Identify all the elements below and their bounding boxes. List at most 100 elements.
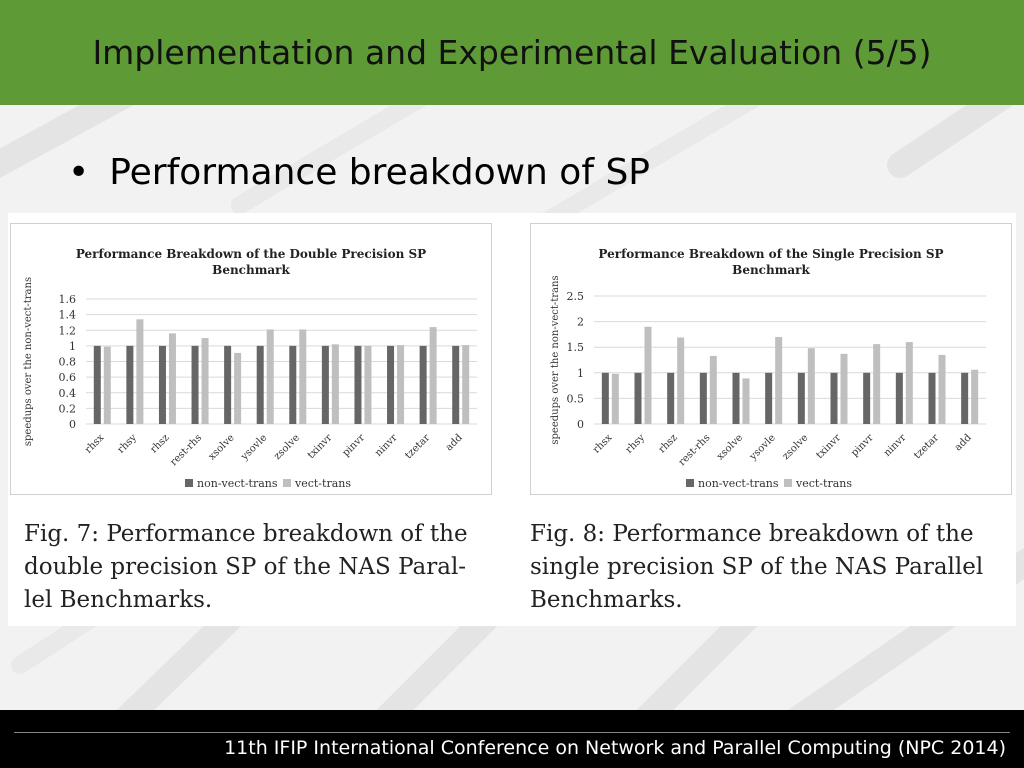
bar-non-vect-trans — [634, 372, 642, 424]
chart-single-precision-svg: Performance Breakdown of the Single Prec… — [550, 247, 986, 490]
caption-line: Fig. 8: Performance breakdown of the — [530, 521, 974, 547]
x-tick-label: rhsz — [149, 432, 172, 455]
bar-non-vect-trans — [699, 372, 707, 424]
bar-vect-trans — [709, 355, 717, 424]
x-tick-label: tzetar — [403, 432, 432, 461]
x-tick-label: rhsx — [591, 432, 615, 456]
x-tick-label: ninvr — [373, 432, 400, 459]
bar-non-vect-trans — [158, 345, 166, 424]
bar-vect-trans — [201, 338, 209, 424]
bar-vect-trans — [971, 369, 979, 424]
bar-vect-trans — [266, 329, 274, 424]
bar-vect-trans — [397, 345, 405, 424]
y-tick-label: 1.2 — [59, 324, 77, 337]
footer-divider — [14, 732, 1010, 733]
bar-non-vect-trans — [863, 372, 871, 424]
chart-double-precision: Performance Breakdown of the Double Prec… — [10, 223, 492, 495]
y-tick-label: 0 — [69, 418, 76, 431]
bar-non-vect-trans — [895, 372, 903, 424]
y-tick-label: 0.4 — [59, 387, 77, 400]
y-tick-label: 0.2 — [59, 402, 77, 415]
bar-non-vect-trans — [191, 345, 199, 424]
y-axis-label: speedups over the non-vect-trans — [23, 277, 34, 446]
y-tick-label: 1 — [577, 367, 584, 380]
bar-non-vect-trans — [321, 345, 329, 424]
caption-line: double precision SP of the NAS Paral- — [24, 554, 467, 580]
bar-vect-trans — [168, 333, 176, 424]
chart-title: Performance Breakdown of the Double Prec… — [76, 247, 426, 261]
bar-vect-trans — [462, 345, 470, 424]
caption-fig8: Fig. 8: Performance breakdown of the sin… — [530, 518, 998, 617]
bar-vect-trans — [742, 378, 750, 424]
x-tick-label: zsolve — [272, 432, 302, 462]
bar-non-vect-trans — [289, 345, 297, 424]
chart-title: Performance Breakdown of the Single Prec… — [598, 247, 943, 261]
bar-vect-trans — [429, 327, 437, 424]
caption-line: lel Benchmarks. — [24, 587, 213, 613]
bar-non-vect-trans — [830, 372, 838, 424]
x-tick-label: rhsy — [116, 432, 140, 456]
footer-text: 11th IFIP International Conference on Ne… — [224, 737, 1006, 759]
chart-single-precision: Performance Breakdown of the Single Prec… — [530, 223, 1012, 495]
x-tick-label: rest-rhs — [677, 432, 713, 468]
y-tick-label: 1 — [69, 340, 76, 353]
x-tick-label: rhsz — [657, 432, 680, 455]
legend-label: vect-trans — [294, 477, 351, 490]
bar-non-vect-trans — [797, 372, 805, 424]
bar-non-vect-trans — [667, 372, 675, 424]
legend-swatch-non-vect-trans — [185, 479, 193, 487]
bar-non-vect-trans — [601, 372, 609, 424]
bar-vect-trans — [299, 329, 307, 424]
y-tick-label: 1.6 — [59, 293, 77, 306]
legend-label: non-vect-trans — [698, 477, 779, 490]
slide-header: Implementation and Experimental Evaluati… — [0, 0, 1024, 105]
bar-vect-trans — [364, 345, 372, 424]
bar-non-vect-trans — [256, 345, 264, 424]
bar-vect-trans — [807, 348, 815, 424]
figures-panel: Performance Breakdown of the Double Prec… — [8, 213, 1016, 626]
y-tick-label: 0.6 — [59, 371, 77, 384]
y-tick-label: 2.5 — [567, 290, 585, 303]
y-axis-label: speedups over the non-vect-trans — [550, 275, 561, 444]
x-tick-label: txinvr — [306, 432, 335, 461]
x-tick-label: pinvr — [341, 432, 368, 459]
bar-vect-trans — [677, 337, 685, 424]
caption-fig7: Fig. 7: Performance breakdown of the dou… — [24, 518, 492, 617]
caption-line: Fig. 7: Performance breakdown of the — [24, 521, 468, 547]
x-tick-label: ysovle — [239, 432, 270, 463]
bar-vect-trans — [840, 353, 848, 424]
bar-non-vect-trans — [419, 345, 427, 424]
x-tick-label: ninvr — [882, 432, 909, 459]
slide-footer: 11th IFIP International Conference on Ne… — [0, 710, 1024, 768]
bar-non-vect-trans — [387, 345, 395, 424]
x-tick-label: rest-rhs — [168, 432, 204, 468]
bar-non-vect-trans — [452, 345, 460, 424]
y-tick-label: 2 — [577, 316, 584, 329]
bullet-point: • Performance breakdown of SP — [68, 152, 650, 193]
bullet-dot-icon: • — [68, 152, 90, 193]
x-tick-label: xsolve — [715, 432, 745, 462]
y-tick-label: 1.4 — [59, 309, 77, 322]
chart-title: Benchmark — [212, 263, 290, 277]
legend-label: vect-trans — [795, 477, 852, 490]
y-tick-label: 0 — [577, 418, 584, 431]
bar-non-vect-trans — [354, 345, 362, 424]
chart-title: Benchmark — [732, 263, 810, 277]
slide-title: Implementation and Experimental Evaluati… — [92, 33, 932, 72]
bullet-text: Performance breakdown of SP — [109, 152, 651, 193]
legend-label: non-vect-trans — [197, 477, 278, 490]
bar-vect-trans — [611, 373, 619, 424]
y-tick-label: 0.5 — [567, 392, 585, 405]
y-tick-label: 0.8 — [59, 356, 77, 369]
bar-non-vect-trans — [732, 372, 740, 424]
caption-line: Benchmarks. — [530, 587, 683, 613]
bar-vect-trans — [938, 354, 946, 424]
bar-non-vect-trans — [765, 372, 773, 424]
bar-non-vect-trans — [961, 372, 969, 424]
x-tick-label: ysovle — [747, 432, 778, 463]
legend-swatch-non-vect-trans — [686, 479, 694, 487]
caption-line: single precision SP of the NAS Parallel — [530, 554, 984, 580]
x-tick-label: pinvr — [849, 432, 876, 459]
legend-swatch-vect-trans — [283, 479, 291, 487]
bar-vect-trans — [331, 344, 339, 424]
